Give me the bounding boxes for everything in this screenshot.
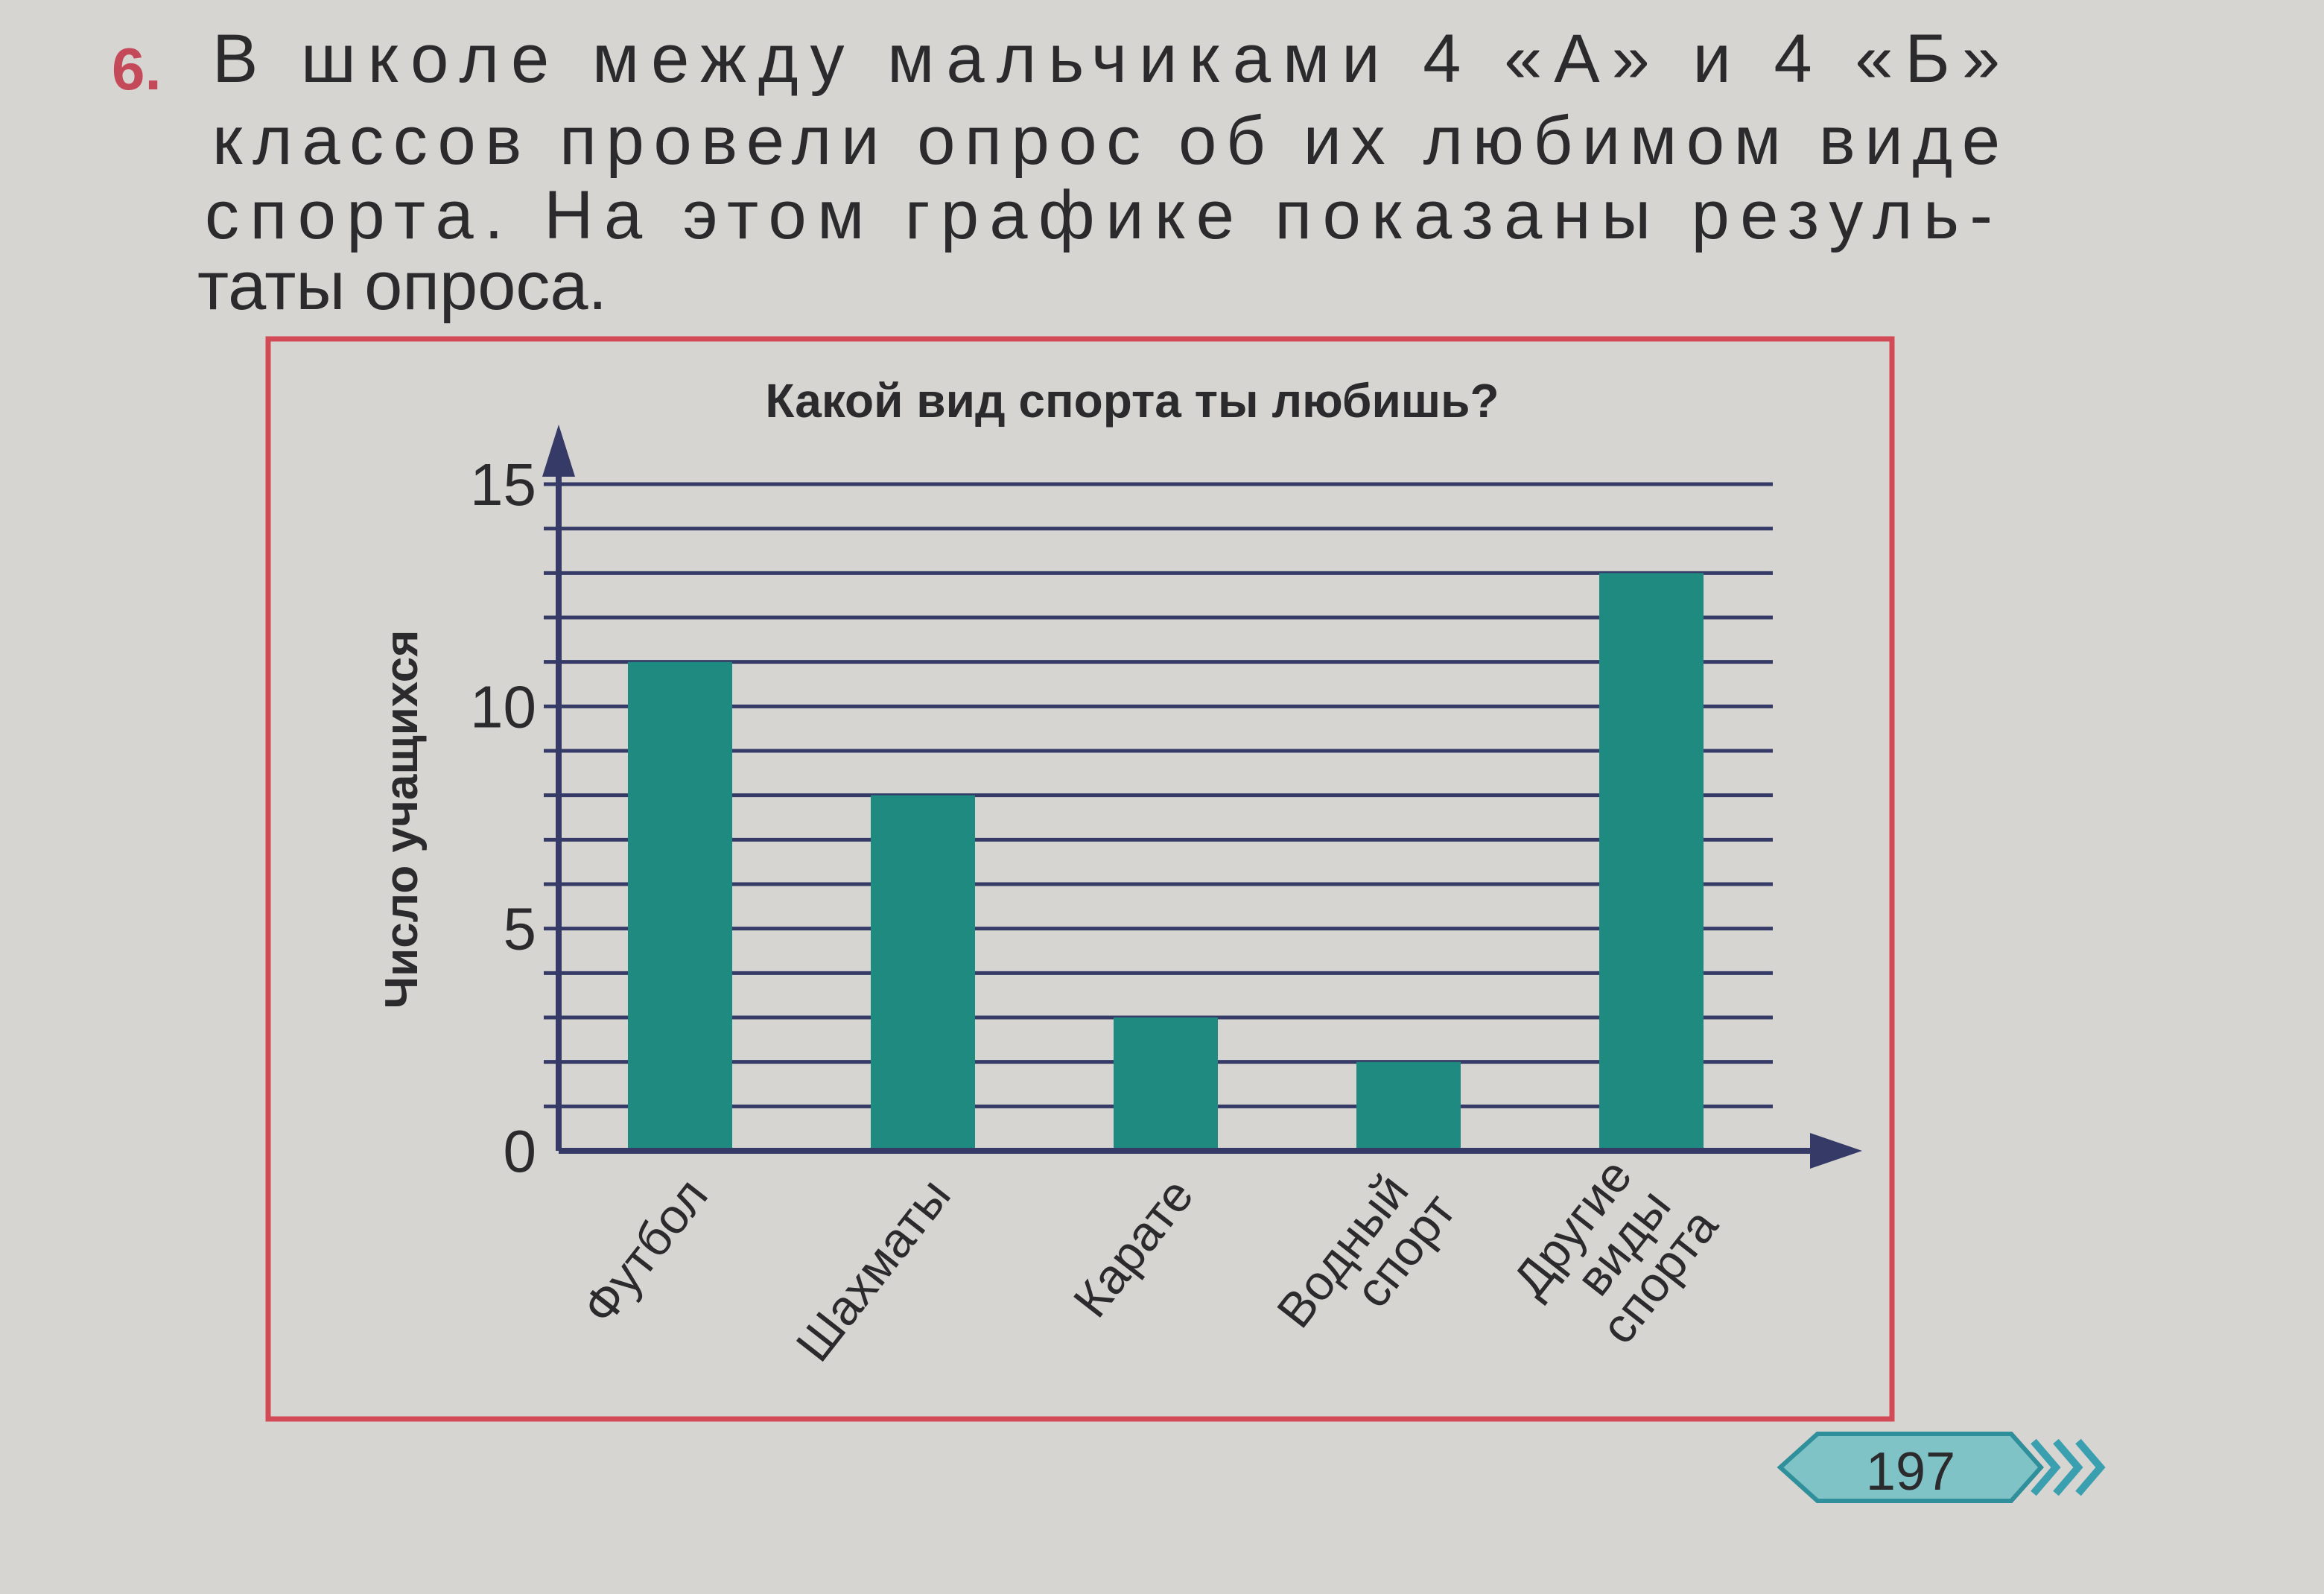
bar — [1356, 1061, 1461, 1151]
y-tick-label: 5 — [504, 896, 537, 962]
page-number: 197 — [1866, 1442, 1955, 1502]
y-axis-arrow — [542, 425, 575, 477]
bar — [871, 795, 975, 1151]
y-tick-label: 0 — [504, 1118, 537, 1184]
chart-title: Какой вид спорта ты любишь? — [765, 374, 1499, 428]
problem-line: таты опроса. — [197, 248, 607, 324]
y-axis-label: Число учащихся — [376, 630, 428, 1009]
problem-number: 6. — [112, 36, 162, 102]
y-tick-label: 10 — [470, 673, 536, 740]
page-badge — [1777, 1432, 2045, 1503]
bar — [628, 661, 732, 1151]
y-tick-label: 15 — [470, 451, 536, 518]
bar — [1114, 1017, 1218, 1151]
badge-arrows — [2031, 1438, 2106, 1496]
x-axis-arrow — [1810, 1133, 1862, 1169]
problem-line: классов провели опрос об их любимом виде — [212, 103, 2000, 179]
chart-frame — [265, 336, 1895, 1422]
bar — [1599, 573, 1704, 1151]
